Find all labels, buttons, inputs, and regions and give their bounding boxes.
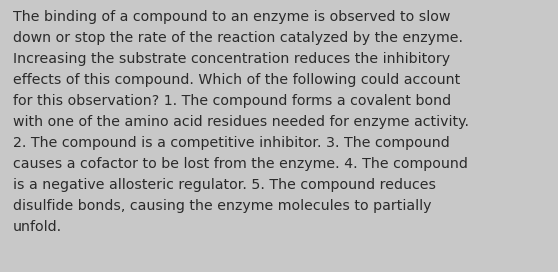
Text: down or stop the rate of the reaction catalyzed by the enzyme.: down or stop the rate of the reaction ca… xyxy=(13,31,463,45)
Text: is a negative allosteric regulator. 5. The compound reduces: is a negative allosteric regulator. 5. T… xyxy=(13,178,436,192)
Text: Increasing the substrate concentration reduces the inhibitory: Increasing the substrate concentration r… xyxy=(13,52,450,66)
Text: effects of this compound. Which of the following could account: effects of this compound. Which of the f… xyxy=(13,73,460,87)
Text: unfold.: unfold. xyxy=(13,220,62,234)
Text: causes a cofactor to be lost from the enzyme. 4. The compound: causes a cofactor to be lost from the en… xyxy=(13,157,468,171)
Text: disulfide bonds, causing the enzyme molecules to partially: disulfide bonds, causing the enzyme mole… xyxy=(13,199,431,213)
Text: for this observation? 1. The compound forms a covalent bond: for this observation? 1. The compound fo… xyxy=(13,94,451,108)
Text: The binding of a compound to an enzyme is observed to slow: The binding of a compound to an enzyme i… xyxy=(13,10,450,24)
Text: 2. The compound is a competitive inhibitor. 3. The compound: 2. The compound is a competitive inhibit… xyxy=(13,136,450,150)
Text: with one of the amino acid residues needed for enzyme activity.: with one of the amino acid residues need… xyxy=(13,115,469,129)
